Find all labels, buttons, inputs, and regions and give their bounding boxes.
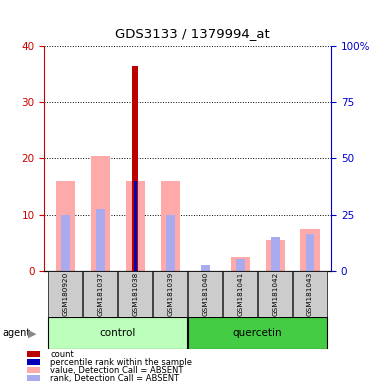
Text: GDS3133 / 1379994_at: GDS3133 / 1379994_at: [115, 27, 270, 40]
Text: count: count: [50, 349, 74, 359]
Text: ▶: ▶: [28, 328, 36, 338]
Bar: [231, 257, 250, 271]
Bar: [188, 317, 327, 349]
Text: GSM181043: GSM181043: [307, 271, 313, 316]
Bar: [49, 317, 187, 349]
Bar: [132, 66, 138, 271]
Bar: [188, 271, 222, 317]
Bar: [166, 215, 174, 271]
Text: quercetin: quercetin: [233, 328, 283, 338]
Bar: [90, 156, 110, 271]
Bar: [306, 234, 315, 271]
Text: control: control: [100, 328, 136, 338]
Bar: [293, 271, 327, 317]
Bar: [161, 181, 180, 271]
Bar: [134, 181, 137, 271]
Text: agent: agent: [2, 328, 30, 338]
Bar: [153, 271, 187, 317]
Text: GSM181037: GSM181037: [97, 271, 103, 316]
Text: GSM180920: GSM180920: [62, 271, 68, 316]
Bar: [271, 237, 280, 271]
Text: GSM181038: GSM181038: [132, 271, 138, 316]
Bar: [201, 265, 209, 271]
Text: GSM181039: GSM181039: [167, 271, 173, 316]
Bar: [56, 181, 75, 271]
Bar: [236, 260, 244, 271]
Text: GSM181040: GSM181040: [202, 271, 208, 316]
Bar: [49, 271, 82, 317]
Text: GSM181042: GSM181042: [272, 271, 278, 316]
Bar: [96, 209, 105, 271]
Bar: [119, 271, 152, 317]
Text: value, Detection Call = ABSENT: value, Detection Call = ABSENT: [50, 366, 183, 375]
Bar: [258, 271, 292, 317]
Bar: [126, 181, 145, 271]
Bar: [223, 271, 257, 317]
Bar: [301, 228, 320, 271]
Text: rank, Detection Call = ABSENT: rank, Detection Call = ABSENT: [50, 374, 179, 383]
Text: percentile rank within the sample: percentile rank within the sample: [50, 358, 192, 367]
Text: GSM181041: GSM181041: [237, 271, 243, 316]
Bar: [84, 271, 117, 317]
Bar: [61, 215, 70, 271]
Bar: [266, 240, 285, 271]
